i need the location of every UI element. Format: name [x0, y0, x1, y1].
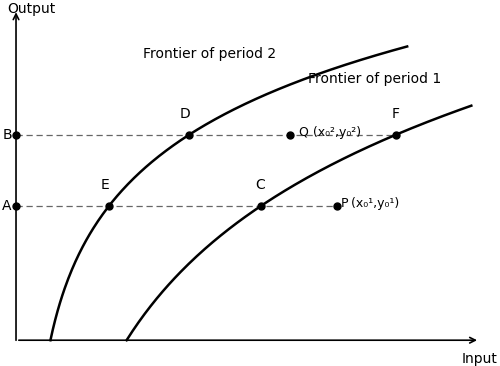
- Text: A: A: [2, 199, 12, 213]
- Text: Output: Output: [8, 3, 56, 16]
- Text: P (x₀¹,y₀¹): P (x₀¹,y₀¹): [340, 197, 399, 210]
- Text: Frontier of period 1: Frontier of period 1: [308, 72, 441, 86]
- Text: F: F: [392, 107, 400, 121]
- Text: D: D: [180, 107, 190, 121]
- Text: Frontier of period 2: Frontier of period 2: [144, 47, 276, 61]
- Text: E: E: [100, 178, 109, 192]
- Text: Input: Input: [462, 352, 498, 366]
- Text: B: B: [2, 128, 12, 142]
- Text: Q (x₀²,y₀²): Q (x₀²,y₀²): [298, 126, 360, 138]
- Text: C: C: [256, 178, 266, 192]
